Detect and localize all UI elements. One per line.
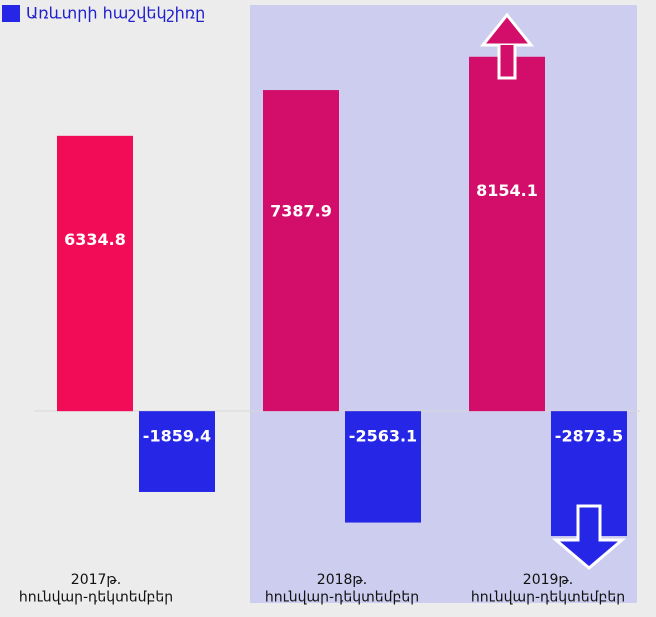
label-line: հունվար-դեկտեմբեր [471,590,625,606]
x-tick-label: 2019թ. հունվար-դեկտեմբեր [471,572,625,606]
legend-swatch [2,5,20,22]
bar [57,135,133,412]
label-line: 2017թ. [71,572,121,588]
x-tick-label: 2017թ. հունվար-դեկտեմբեր [19,572,173,606]
bar [469,56,545,412]
value-label: 8154.1 [476,181,538,200]
label-line: հունվար-դեկտեմբեր [265,590,419,606]
value-label: 6334.8 [64,230,126,249]
up-arrow-shaft [497,45,517,80]
value-label: -2563.1 [349,427,417,446]
x-tick-label: 2018թ. հունվար-դեկտեմբեր [265,572,419,606]
value-label: -2873.5 [555,427,623,446]
bar [139,411,215,492]
label-line: հունվար-դեկտեմբեր [19,590,173,606]
value-label: 7387.9 [270,202,332,221]
label-line: 2018թ. [317,572,367,588]
bar [345,411,421,523]
value-label: -1859.4 [143,427,211,446]
bar [263,90,339,412]
down-arrow [551,504,627,571]
legend-label: Առևտրի հաշվեկշիռը [26,4,205,23]
label-line: 2019թ. [523,572,573,588]
